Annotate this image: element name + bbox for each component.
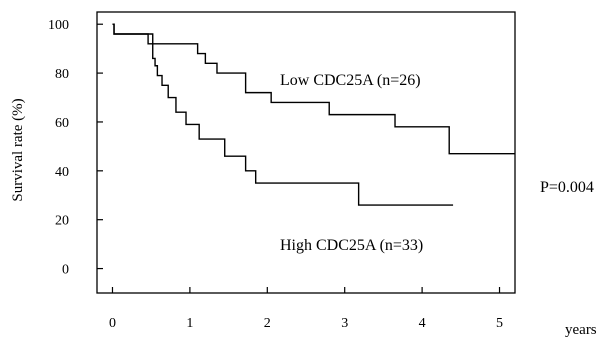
high-cdc25a-curve: [112, 23, 454, 206]
y-axis-title: Survival rate (%): [10, 98, 26, 201]
x-tick-label: 3: [341, 316, 348, 331]
y-tick-label: 0: [62, 263, 69, 278]
series-label-high: High CDC25A (n=33): [280, 237, 423, 254]
y-tick-label: 80: [55, 67, 69, 82]
x-tick-label: 2: [264, 316, 271, 331]
plot-frame: [96, 11, 516, 294]
y-tick-label: 20: [55, 214, 69, 229]
y-tick-label: 40: [55, 165, 69, 180]
x-axis-title: years: [565, 322, 597, 338]
y-tick-label: 60: [55, 116, 69, 131]
y-tick-label: 100: [48, 18, 69, 33]
x-tick-label: 0: [109, 316, 116, 331]
x-tick-label: 1: [186, 316, 193, 331]
series-curves: [112, 23, 515, 206]
series-label-low: Low CDC25A (n=26): [280, 72, 421, 89]
x-axis-ticks: 0 1 2 3 4 5: [109, 287, 503, 331]
x-tick-label: 4: [419, 316, 426, 331]
p-value-annotation: P=0.004: [540, 179, 594, 196]
x-tick-label: 5: [496, 316, 503, 331]
y-axis-ticks: 0 20 40 60 80 100: [48, 18, 103, 278]
